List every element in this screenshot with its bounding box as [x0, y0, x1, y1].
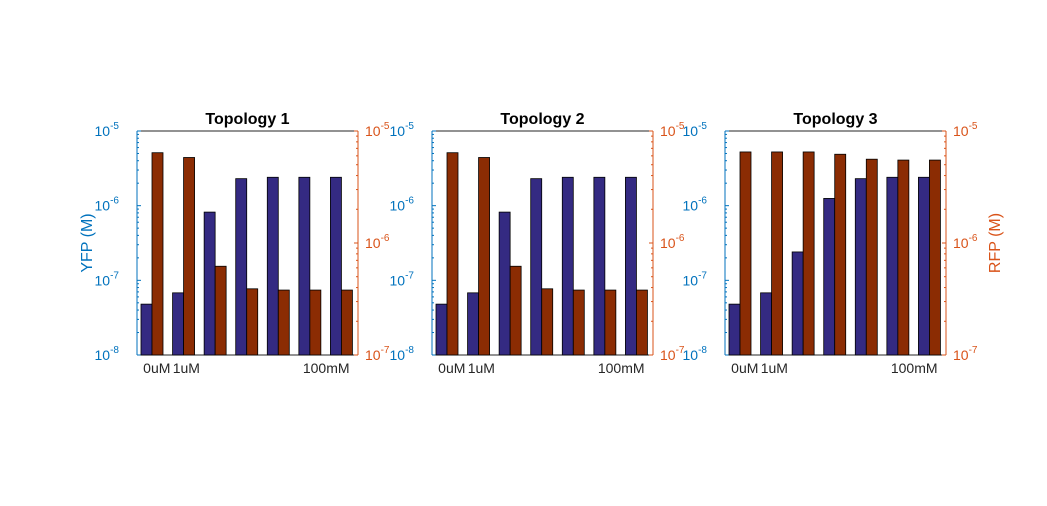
yfp-bar	[172, 292, 184, 356]
rfp-bar	[509, 265, 522, 356]
yfp-bar	[498, 211, 511, 356]
rfp-bar	[446, 152, 459, 356]
rfp-bar	[246, 288, 259, 356]
x-tick-label: 100mM	[891, 360, 938, 376]
left-tick-label: 10-6	[95, 196, 120, 214]
yfp-bar	[791, 251, 804, 356]
rfp-bar	[636, 289, 648, 356]
rfp-bar	[183, 157, 195, 356]
yfp-bar	[298, 176, 311, 356]
left-axis-label: YFP (M)	[79, 213, 96, 272]
x-tick-label: 100mM	[598, 360, 645, 376]
rfp-bar	[604, 289, 617, 356]
left-tick-label: 10-5	[95, 121, 120, 139]
x-tick-label: 0uM	[143, 360, 170, 376]
rfp-bar	[739, 151, 752, 356]
x-tick-label: 0uM	[731, 360, 758, 376]
x-tick-label: 1uM	[468, 360, 495, 376]
yfp-bar	[561, 176, 574, 356]
left-tick-label: 10-7	[683, 270, 708, 288]
rfp-bar	[802, 151, 815, 356]
rfp-bar	[897, 159, 910, 356]
chart-title: Topology 3	[793, 111, 877, 128]
yfp-bar	[593, 176, 606, 356]
rfp-bar	[834, 153, 847, 356]
right-axis-label: RFP (M)	[987, 213, 1004, 273]
rfp-bar	[277, 289, 290, 356]
x-tick-label: 100mM	[303, 360, 350, 376]
yfp-bar	[203, 211, 216, 356]
x-tick-label: 1uM	[173, 360, 200, 376]
right-tick-label: 10-7	[953, 345, 978, 363]
yfp-bar	[530, 178, 543, 356]
right-tick-label: 10-7	[365, 345, 390, 363]
left-tick-label: 10-7	[95, 270, 120, 288]
rfp-bar	[541, 288, 554, 356]
yfp-bar	[235, 178, 248, 356]
left-tick-label: 10-5	[390, 121, 415, 139]
yfp-bar	[467, 292, 479, 356]
yfp-bar	[854, 178, 867, 356]
yfp-bar	[728, 303, 741, 356]
yfp-bar	[918, 176, 930, 356]
chart-title: Topology 1	[205, 111, 289, 128]
yfp-bar	[823, 198, 836, 356]
left-tick-label: 10-6	[390, 196, 415, 214]
right-tick-label: 10-5	[660, 121, 685, 139]
left-tick-label: 10-6	[683, 196, 708, 214]
rfp-bar	[865, 158, 878, 356]
rfp-bar	[771, 151, 783, 356]
yfp-bar	[266, 176, 279, 356]
x-tick-label: 0uM	[438, 360, 465, 376]
right-tick-label: 10-6	[365, 233, 390, 251]
yfp-bar	[886, 176, 899, 356]
left-tick-label: 10-7	[390, 270, 415, 288]
rfp-bar	[151, 152, 164, 356]
yfp-bar	[760, 292, 772, 356]
right-tick-label: 10-5	[365, 121, 390, 139]
yfp-bar	[140, 303, 153, 356]
left-tick-label: 10-8	[95, 345, 120, 363]
left-tick-label: 10-8	[390, 345, 415, 363]
rfp-bar	[572, 289, 585, 356]
right-tick-label: 10-6	[953, 233, 978, 251]
rfp-bar	[341, 289, 353, 356]
rfp-bar	[929, 159, 941, 356]
x-tick-label: 1uM	[761, 360, 788, 376]
rfp-bar	[214, 265, 227, 356]
left-tick-label: 10-5	[683, 121, 708, 139]
right-tick-label: 10-7	[660, 345, 685, 363]
yfp-bar	[330, 176, 342, 356]
yfp-bar	[435, 303, 448, 356]
left-tick-label: 10-8	[683, 345, 708, 363]
right-tick-label: 10-6	[660, 233, 685, 251]
yfp-bar	[625, 176, 637, 356]
right-tick-label: 10-5	[953, 121, 978, 139]
rfp-bar	[478, 157, 490, 356]
rfp-bar	[309, 289, 322, 356]
chart-title: Topology 2	[500, 111, 584, 128]
